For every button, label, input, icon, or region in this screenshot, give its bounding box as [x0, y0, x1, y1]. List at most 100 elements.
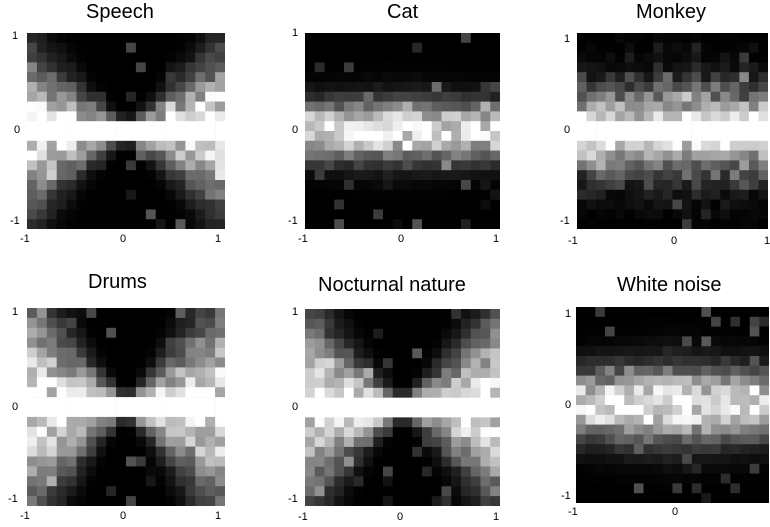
heatmap-cell — [490, 338, 500, 349]
heatmap-cell — [215, 91, 225, 102]
heatmap-cell — [373, 199, 384, 210]
heatmap-cell — [165, 357, 176, 368]
heatmap-cell — [363, 150, 374, 161]
heatmap-cell — [633, 473, 644, 484]
heatmap-cell — [633, 316, 644, 327]
heatmap-cell — [383, 397, 394, 408]
heatmap-cell — [691, 82, 702, 93]
heatmap-cell — [36, 486, 48, 497]
heatmap-cell — [748, 219, 759, 229]
heatmap-cell — [145, 160, 156, 171]
heatmap-cell — [576, 473, 586, 484]
heatmap-cell — [165, 42, 176, 53]
heatmap-cell — [36, 72, 48, 83]
heatmap-cell — [116, 357, 127, 368]
heatmap-cell — [682, 473, 693, 484]
heatmap-cell — [56, 199, 67, 210]
heatmap-cell — [363, 328, 374, 339]
heatmap-cell — [334, 377, 345, 389]
heatmap-cell — [431, 328, 442, 339]
heatmap-cell — [490, 199, 500, 210]
heatmap-cell — [596, 121, 606, 132]
heatmap-cell — [66, 101, 77, 112]
heatmap-cell — [76, 387, 87, 398]
heatmap-cell — [604, 356, 615, 367]
heatmap-cell — [155, 209, 166, 220]
heatmap-cell — [135, 219, 147, 229]
heatmap-cell — [86, 140, 97, 151]
heatmap-cell — [56, 327, 67, 338]
heatmap-cell — [461, 189, 472, 200]
heatmap-cell — [412, 52, 423, 63]
heatmap-cell — [305, 91, 316, 102]
heatmap-cell — [96, 337, 107, 348]
heatmap-cell — [86, 91, 97, 102]
heatmap-cell — [672, 307, 683, 318]
panel-title: Cat — [387, 1, 419, 23]
heatmap-cell — [461, 309, 472, 320]
heatmap-cell — [76, 337, 87, 348]
heatmap-cell — [155, 486, 166, 497]
heatmap-cell — [691, 424, 702, 435]
heatmap-cell — [155, 170, 166, 181]
heatmap-cell — [36, 180, 48, 191]
heatmap-cell — [27, 446, 38, 457]
heatmap-cell — [691, 209, 702, 220]
heatmap-cell — [46, 397, 57, 408]
heatmap-cell — [412, 358, 423, 369]
heatmap-cell — [672, 52, 683, 63]
heatmap-cell — [653, 170, 664, 181]
heatmap-cell — [422, 91, 433, 102]
heatmap-cell — [402, 189, 413, 200]
heatmap-cell — [586, 189, 597, 200]
heatmap-cell — [441, 437, 452, 448]
heatmap-cell — [490, 417, 500, 428]
heatmap-cell — [431, 309, 442, 320]
heatmap-cell — [205, 357, 216, 368]
heatmap-cell — [672, 405, 683, 416]
heatmap-cell — [96, 317, 107, 329]
heatmap-cell — [215, 327, 225, 338]
heatmap-cell — [711, 473, 722, 484]
heatmap-cell — [662, 434, 673, 445]
heatmap-cell — [711, 424, 722, 435]
heatmap-cell — [461, 456, 472, 467]
heatmap-cell — [412, 309, 423, 320]
heatmap-cell — [383, 496, 394, 506]
heatmap-cell — [748, 199, 759, 210]
heatmap-cell — [604, 316, 615, 327]
heatmap-cell — [653, 180, 664, 191]
heatmap-cell — [392, 140, 403, 151]
heatmap-cell — [126, 111, 137, 122]
heatmap-cell — [145, 52, 156, 63]
heatmap-cell — [431, 189, 442, 200]
heatmap-cell — [402, 328, 413, 339]
heatmap-cell — [643, 414, 654, 425]
heatmap-cell — [662, 365, 673, 376]
heatmap-cell — [643, 82, 654, 93]
heatmap-cell — [470, 368, 481, 379]
heatmap-cell — [392, 309, 403, 320]
heatmap-cell — [739, 72, 750, 83]
heatmap-cell — [215, 426, 225, 437]
heatmap-cell — [27, 377, 38, 388]
heatmap-cell — [461, 368, 472, 379]
heatmap-cell — [334, 486, 345, 497]
heatmap-cell — [595, 346, 606, 357]
heatmap-cell — [215, 101, 225, 112]
heatmap-cell — [682, 150, 692, 161]
heatmap-cell — [324, 446, 335, 458]
heatmap-cell — [470, 91, 481, 102]
heatmap-cell — [748, 180, 759, 191]
heatmap-cell — [759, 405, 769, 416]
heatmap-cell — [86, 150, 97, 161]
heatmap-cell — [106, 357, 117, 368]
heatmap-cell — [653, 199, 664, 210]
heatmap-cell — [758, 189, 768, 200]
heatmap-cell — [46, 456, 57, 467]
heatmap-cell — [585, 336, 596, 347]
heatmap-cell — [451, 407, 462, 418]
heatmap-cell — [586, 33, 597, 44]
heatmap-cell — [86, 42, 97, 53]
heatmap-cell — [135, 82, 147, 93]
